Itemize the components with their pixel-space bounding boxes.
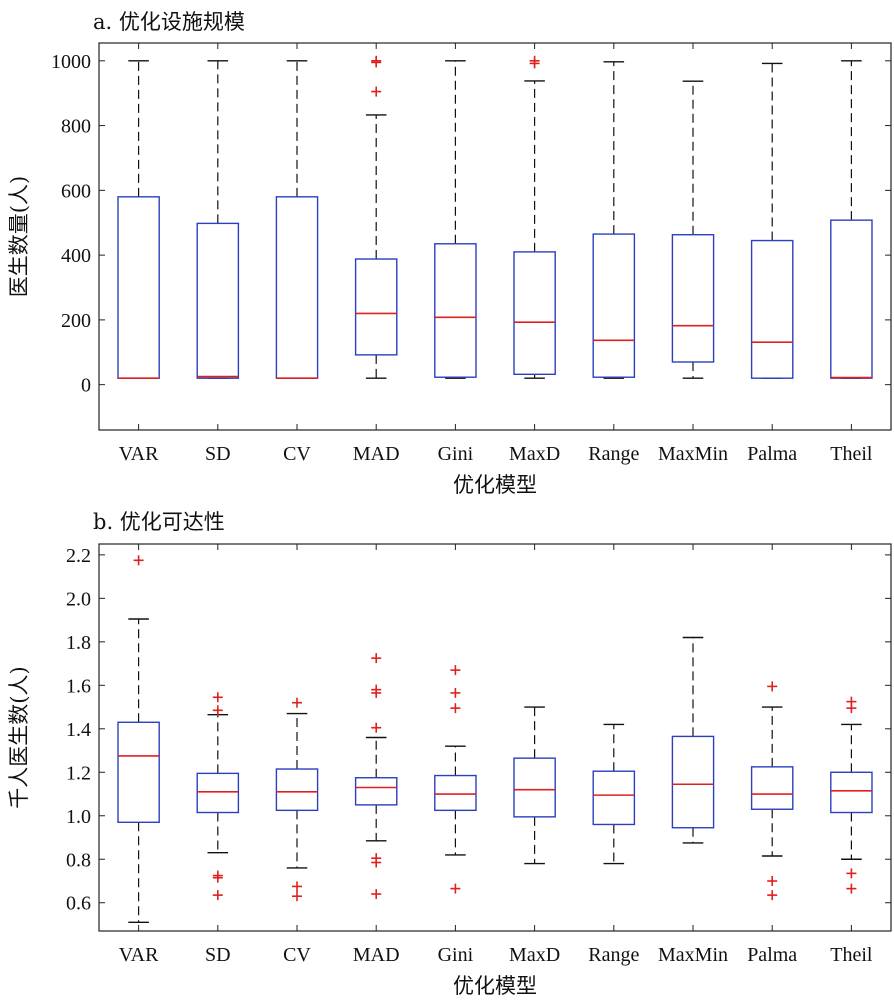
box-cv (276, 197, 317, 378)
outlier-marker (213, 890, 223, 900)
x-tick-label: VAR (119, 443, 159, 465)
y-tick-label: 0.8 (66, 849, 91, 871)
x-tick-label: MaxD (509, 944, 560, 966)
box-var (118, 197, 159, 378)
y-tick-label: 0 (81, 375, 91, 397)
box-gini (435, 776, 476, 811)
box-theil (831, 220, 872, 378)
outlier-marker (371, 889, 381, 899)
x-tick-label: SD (205, 443, 231, 465)
outlier-marker (213, 705, 223, 715)
box-gini (435, 244, 476, 377)
box-maxd (514, 252, 555, 374)
x-tick-label: Palma (747, 944, 797, 966)
outlier-marker (371, 853, 381, 863)
x-tick-label: Range (588, 944, 639, 966)
box-palma (752, 241, 793, 379)
boxplot-chart-b: 0.6 0.8 1.0 1.2 1.4 1.6 1.8 2.0 2.2 VAR SD CV MAD Gin… (0, 500, 894, 998)
box-range (593, 234, 634, 377)
y-tick-label: 600 (61, 180, 91, 202)
x-tick-label: CV (283, 443, 311, 465)
x-tick-label: Range (588, 443, 639, 465)
outlier-marker (846, 697, 856, 707)
box-range (593, 771, 634, 824)
x-tick-label: Palma (747, 443, 797, 465)
boxplot-chart-a: 0 200 400 600 800 1000 VAR SD CV MAD Gini MaxD Range… (0, 0, 894, 500)
x-tick-label: SD (205, 944, 231, 966)
x-axis-label: 优化模型 (453, 974, 537, 998)
y-tick-label: 200 (61, 310, 91, 332)
y-tick-label: 2.0 (66, 588, 91, 610)
outlier-marker (213, 692, 223, 702)
box-sd (197, 223, 238, 378)
x-tick-label: MAD (353, 443, 400, 465)
outlier-marker (134, 555, 144, 565)
chart-title-a: a. 优化设施规模 (93, 6, 245, 36)
chart-panel-b: b. 优化可达性 0.6 0.8 1.0 1.2 1.4 1.6 1.8 2.0 2.2 VAR S… (0, 500, 894, 998)
outlier-marker (846, 884, 856, 894)
chart-title-b: b. 优化可达性 (93, 506, 225, 536)
outlier-marker (371, 653, 381, 663)
x-tick-label: CV (283, 944, 311, 966)
y-tick-label: 1.8 (66, 632, 91, 654)
outlier-marker (371, 56, 381, 66)
box-mad (356, 778, 397, 805)
y-tick-label: 1.2 (66, 762, 91, 784)
y-tick-label: 2.2 (66, 545, 91, 567)
x-tick-label: MaxMin (658, 944, 728, 966)
y-tick-label: 1.6 (66, 675, 91, 697)
box-sd (197, 773, 238, 812)
x-tick-label: MaxD (509, 443, 560, 465)
y-tick-label: 0.6 (66, 893, 91, 915)
y-tick-label: 800 (61, 116, 91, 138)
x-tick-label: Theil (830, 944, 873, 966)
outlier-marker (292, 881, 302, 891)
x-tick-label: MAD (353, 944, 400, 966)
y-tick-label: 1.0 (66, 806, 91, 828)
y-tick-label: 1.4 (66, 719, 91, 741)
box-maxmin (672, 736, 713, 827)
outlier-marker (450, 884, 460, 894)
y-tick-label: 400 (61, 245, 91, 267)
y-axis-label: 医生数量(人) (7, 176, 31, 297)
x-tick-label: MaxMin (658, 443, 728, 465)
box-cv (276, 769, 317, 810)
box-theil (831, 772, 872, 812)
outlier-marker (767, 876, 777, 886)
outlier-marker (450, 665, 460, 675)
x-tick-label: Gini (438, 443, 474, 465)
outlier-marker (767, 890, 777, 900)
outlier-marker (371, 87, 381, 97)
y-axis-label: 千人医生数(人) (7, 666, 31, 808)
x-tick-label: VAR (119, 944, 159, 966)
outlier-marker (530, 56, 540, 66)
x-tick-label: Theil (830, 443, 873, 465)
box-var (118, 722, 159, 822)
outlier-marker (450, 703, 460, 713)
chart-panel-a: a. 优化设施规模 0 200 400 600 800 1000 VAR SD CV MAD Gin… (0, 0, 894, 500)
box-mad (356, 259, 397, 355)
box-maxd (514, 758, 555, 817)
outlier-marker (292, 698, 302, 708)
y-tick-label: 1000 (51, 51, 91, 73)
outlier-marker (846, 868, 856, 878)
outlier-marker (371, 723, 381, 733)
outlier-marker (213, 871, 223, 881)
outlier-marker (292, 891, 302, 901)
outlier-marker (767, 681, 777, 691)
outlier-marker (450, 688, 460, 698)
box-palma (752, 767, 793, 809)
x-axis-label: 优化模型 (453, 473, 537, 497)
x-tick-label: Gini (438, 944, 474, 966)
box-maxmin (672, 235, 713, 362)
